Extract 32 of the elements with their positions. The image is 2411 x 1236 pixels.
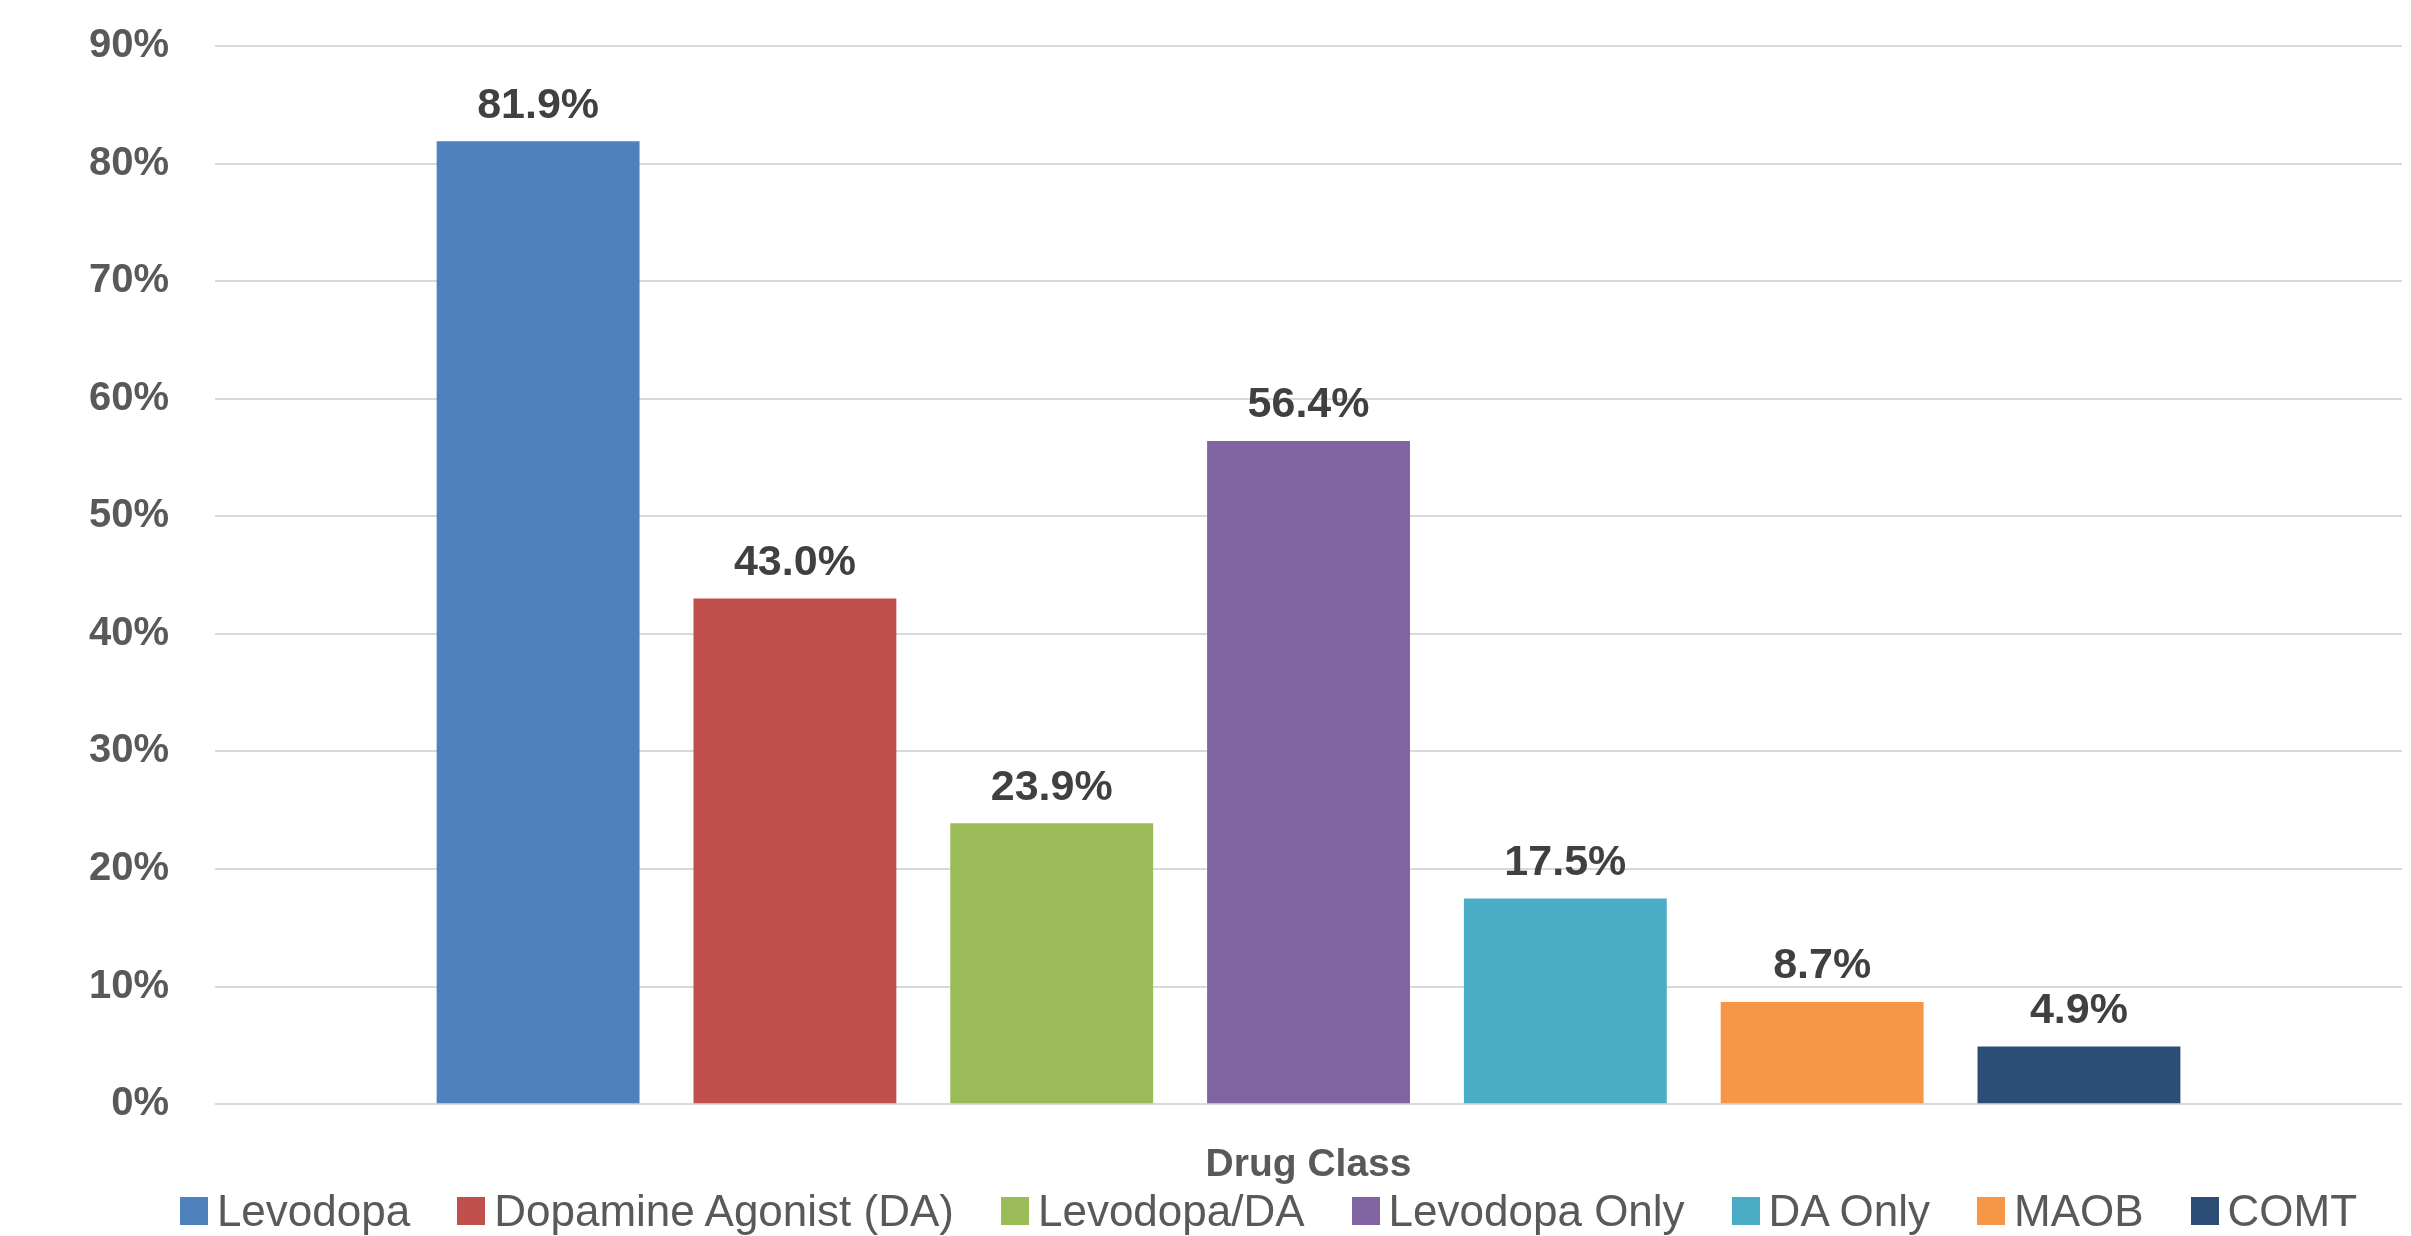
y-tick-label: 80% xyxy=(89,138,170,183)
data-label: 43.0% xyxy=(733,535,856,584)
y-tick-label: 40% xyxy=(89,608,170,653)
bar xyxy=(436,141,640,1104)
legend-label: Levodopa xyxy=(216,1186,411,1235)
y-tick-label: 10% xyxy=(89,961,170,1006)
x-axis-title: Drug Class xyxy=(1205,1141,1412,1185)
legend-label: COMT xyxy=(2227,1186,2358,1235)
data-label: 56.4% xyxy=(1247,378,1370,427)
data-label: 4.9% xyxy=(2029,983,2128,1032)
bar xyxy=(1720,1001,1924,1104)
bar xyxy=(950,823,1154,1104)
data-label: 81.9% xyxy=(477,78,600,127)
y-tick-label: 0% xyxy=(111,1079,170,1124)
y-tick-label: 60% xyxy=(89,373,170,418)
data-label: 23.9% xyxy=(990,760,1113,809)
legend-label: DA Only xyxy=(1768,1186,1930,1235)
y-tick-label: 90% xyxy=(89,21,170,66)
y-tick-label: 70% xyxy=(89,256,170,301)
y-tick-label: 50% xyxy=(89,491,170,536)
y-tick-label: 30% xyxy=(89,726,170,771)
legend-label: Levodopa/DA xyxy=(1037,1186,1305,1235)
y-tick-label: 20% xyxy=(89,844,170,889)
bar xyxy=(693,598,897,1104)
legend-label: Levodopa Only xyxy=(1388,1186,1685,1235)
legend-label: MAOB xyxy=(2014,1186,2144,1235)
legend-label: Dopamine Agonist (DA) xyxy=(494,1186,954,1235)
bar xyxy=(1977,1046,2181,1104)
data-label: 8.7% xyxy=(1773,939,1872,988)
bar xyxy=(1463,898,1667,1104)
data-label: 17.5% xyxy=(1504,835,1627,884)
bar xyxy=(1207,441,1410,1104)
